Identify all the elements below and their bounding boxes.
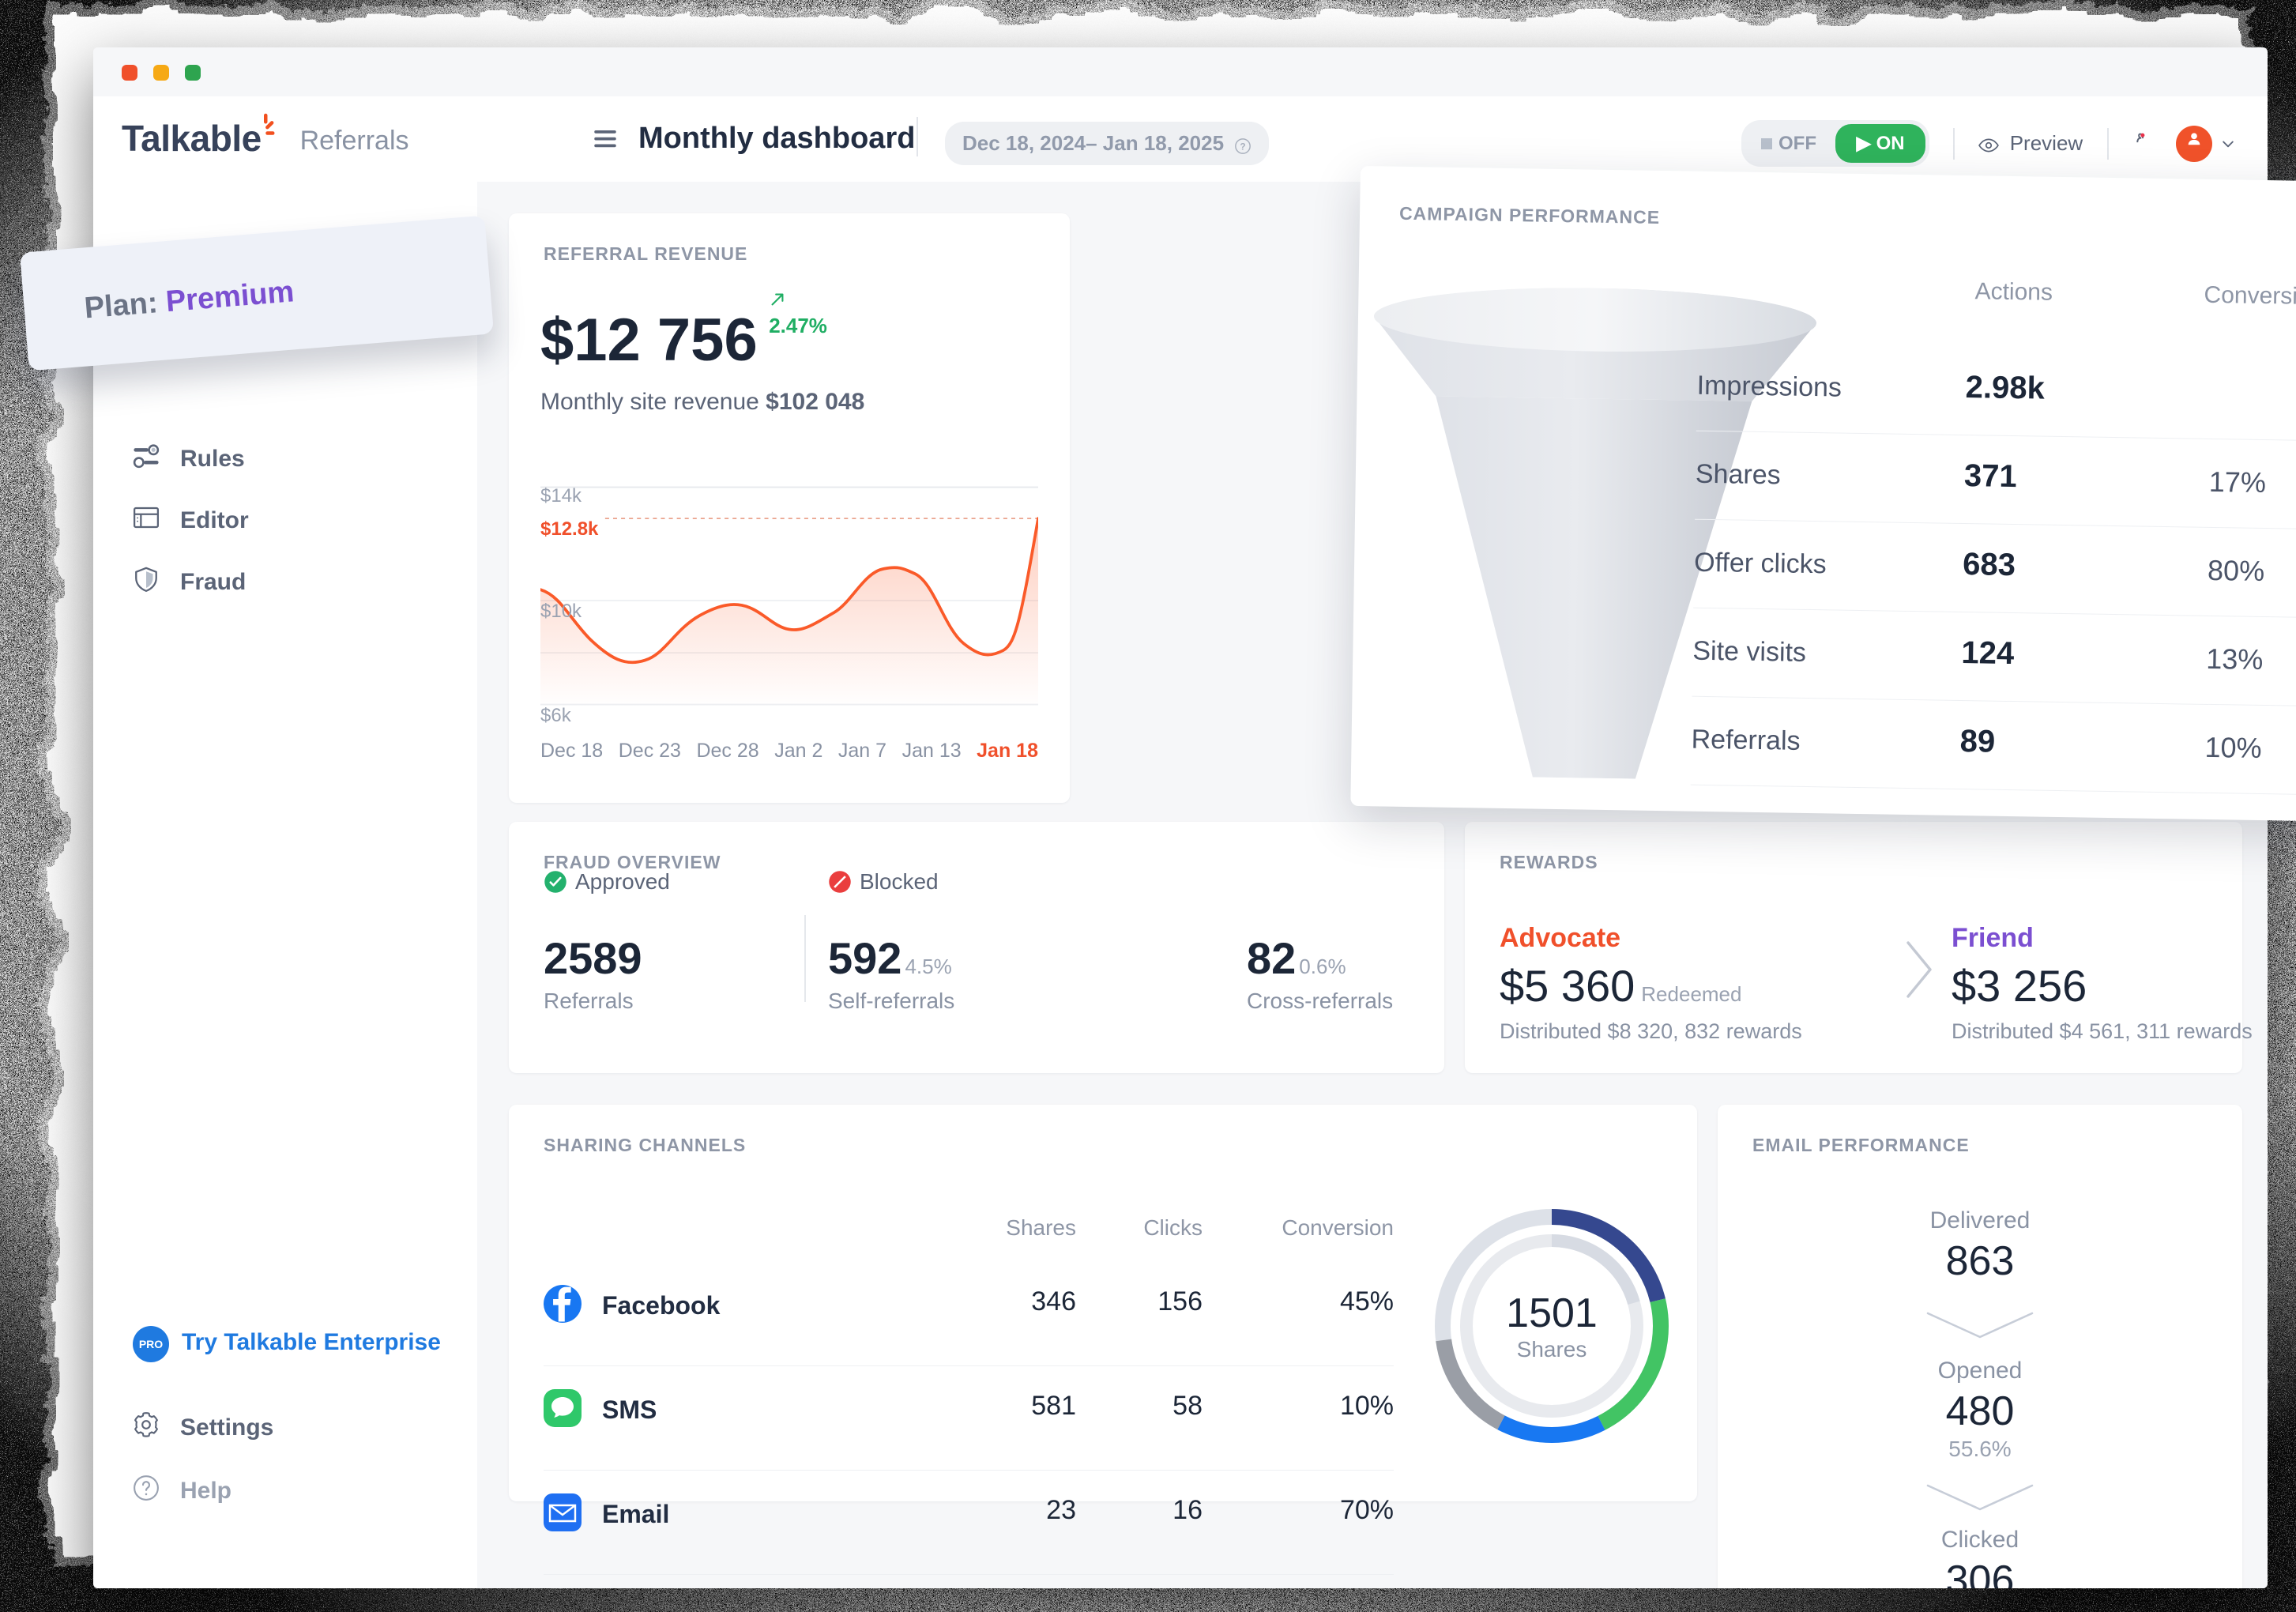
svg-text:?: ? (1240, 141, 1246, 153)
